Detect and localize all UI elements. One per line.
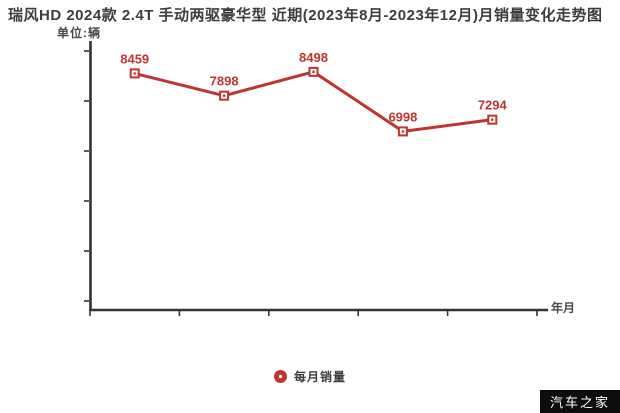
legend-label: 每月销量 <box>293 369 346 384</box>
legend: 每月销量 <box>0 368 620 384</box>
data-point-label: 7898 <box>210 74 239 89</box>
data-point-label: 6998 <box>388 109 417 124</box>
data-point-center-dot-icon <box>222 94 226 97</box>
x-axis-label: 年月 <box>551 301 576 315</box>
data-point-label: 7294 <box>478 98 508 113</box>
data-point-center-dot-icon <box>491 118 494 121</box>
data-point-center-dot-icon <box>401 130 405 133</box>
data-point-label: 8459 <box>120 51 149 66</box>
chart-title: 瑞风HD 2024款 2.4T 手动两驱豪华型 近期(2023年8月-2023年… <box>8 7 603 24</box>
sales-trend-line <box>134 70 493 133</box>
watermark-autohome: 汽车之家 <box>540 390 620 413</box>
legend-circle-marker-icon <box>273 369 287 383</box>
data-point-label: 8498 <box>299 50 328 65</box>
data-point-center-dot-icon <box>133 72 136 75</box>
data-point-center-dot-icon <box>312 70 315 74</box>
y-axis-unit-label: 单位:辆 <box>57 26 101 40</box>
